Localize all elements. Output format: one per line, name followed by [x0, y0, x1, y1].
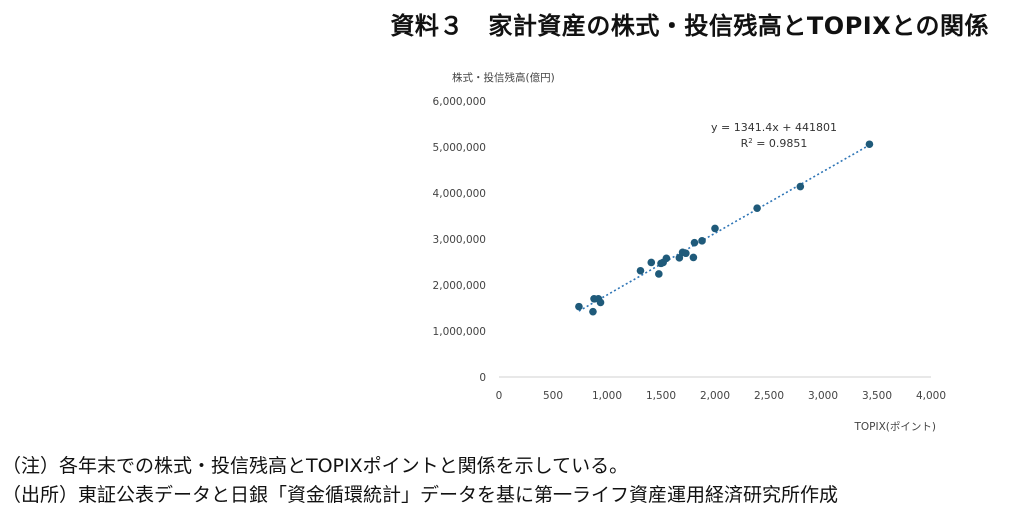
- data-point: [690, 238, 699, 247]
- x-tick-label: 1,000: [592, 390, 622, 402]
- x-tick-label: 3,500: [862, 390, 892, 402]
- note-line: （注）各年末での株式・投信残高とTOPIXポイントと関係を示している。: [2, 455, 629, 477]
- r-squared-prefix: R: [741, 137, 749, 150]
- r-squared-value: = 0.9851: [753, 137, 808, 150]
- y-axis-title: 株式・投信残高(億円): [452, 71, 555, 84]
- x-tick-label: 500: [543, 390, 563, 402]
- x-axis-title: TOPIX(ポイント): [854, 421, 937, 433]
- y-tick-label: 4,000,000: [433, 188, 486, 200]
- data-point: [675, 254, 684, 262]
- x-tick-label: 2,500: [754, 390, 784, 402]
- page-title: 資料３ 家計資産の株式・投信残高とTOPIXとの関係: [390, 12, 989, 40]
- r-squared-label: R2 = 0.9851: [741, 137, 808, 150]
- trend-line: [578, 144, 870, 312]
- data-point: [682, 249, 690, 258]
- y-tick-label: 1,000,000: [433, 326, 486, 338]
- x-tick-label: 3,000: [808, 390, 838, 402]
- data-point: [636, 266, 645, 275]
- data-point: [711, 224, 719, 233]
- trend-equation: y = 1341.4x + 441801: [711, 121, 837, 134]
- y-tick-label: 5,000,000: [433, 142, 486, 154]
- data-point: [596, 298, 605, 307]
- x-tick-label: 2,000: [700, 390, 730, 402]
- data-point: [698, 237, 706, 245]
- data-point: [575, 302, 583, 311]
- data-point: [796, 182, 805, 191]
- x-axis-ticks: 0 500 1,000 1,500 2,000 2,500 3,000 3,500 4,000: [496, 390, 946, 402]
- data-point: [655, 270, 663, 278]
- notes: （注）各年末での株式・投信残高とTOPIXポイントと関係を示している。 （出所）…: [2, 452, 838, 510]
- y-tick-label: 2,000,000: [433, 280, 486, 292]
- r-squared-exponent: 2: [748, 137, 752, 145]
- data-point: [689, 253, 698, 262]
- data-points: [575, 140, 874, 316]
- y-axis-ticks: 0 1,000,000 2,000,000 3,000,000 4,000,000 5,0…: [433, 96, 486, 384]
- source-line: （出所）東証公表データと日銀「資金循環統計」データを基に第一ライフ資産運用経済研…: [2, 484, 839, 506]
- x-tick-label: 1,500: [646, 390, 676, 402]
- data-point: [753, 204, 761, 212]
- y-tick-label: 3,000,000: [433, 234, 486, 246]
- x-tick-label: 4,000: [916, 390, 946, 402]
- data-point: [589, 307, 597, 316]
- x-tick-label: 0: [496, 390, 503, 402]
- data-point: [865, 140, 874, 149]
- data-point: [662, 254, 671, 263]
- data-point: [647, 258, 656, 267]
- y-tick-label: 6,000,000: [433, 96, 486, 108]
- y-tick-label: 0: [479, 372, 486, 384]
